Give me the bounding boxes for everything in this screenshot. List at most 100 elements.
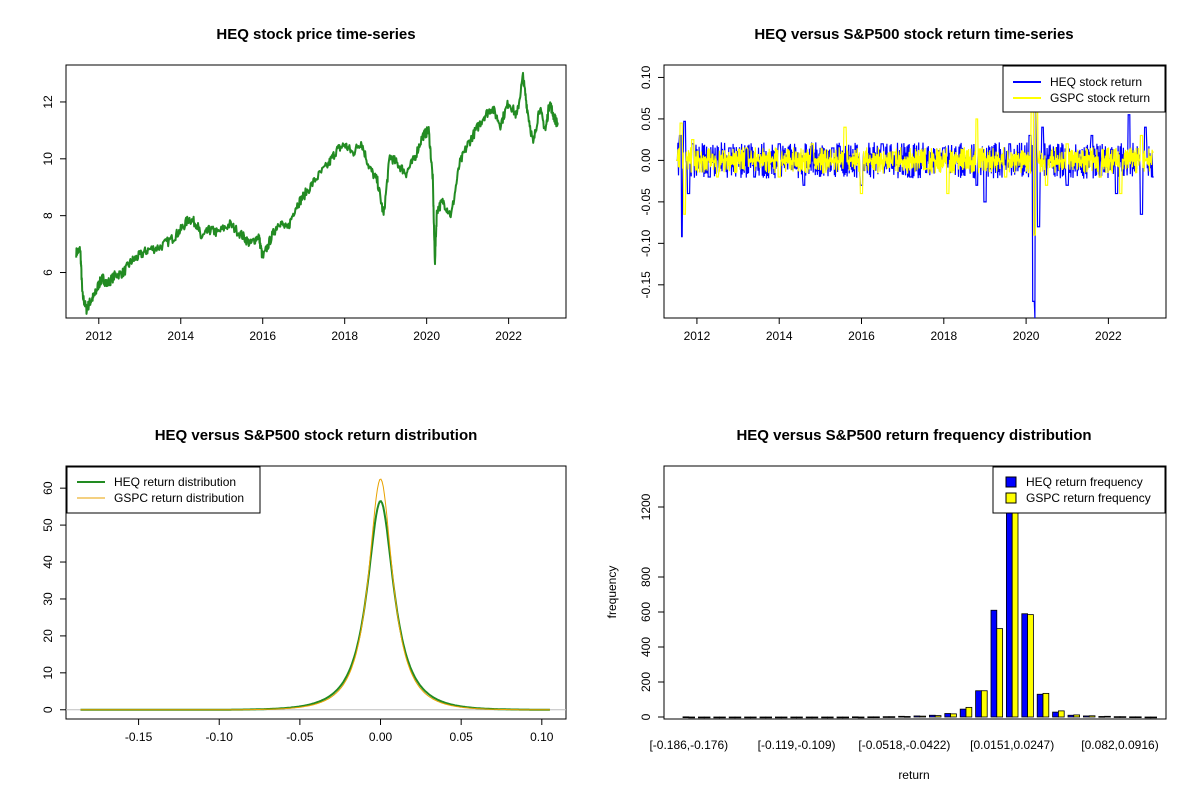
returns-y-axis: 0.10 0.05 0.00 -0.05 -0.10 -0.15 xyxy=(639,65,665,299)
frequency-bar-heq xyxy=(728,716,736,719)
frequency-bar-gspc xyxy=(796,716,803,719)
frequency-bar-heq xyxy=(913,715,921,718)
price-y-tick-label: 8 xyxy=(41,212,55,219)
price-chart-panel: HEQ stock price time-series 2012 2014 2016… xyxy=(41,26,567,343)
frequency-bar-heq xyxy=(698,716,705,719)
frequency-y-axis-title: frequency xyxy=(605,566,619,619)
price-x-tick-label: 2020 xyxy=(413,329,440,343)
price-chart-title: HEQ stock price time-series xyxy=(216,26,415,43)
returns-y-tick-label: -0.15 xyxy=(639,271,653,299)
returns-series-gspc xyxy=(676,85,1154,236)
frequency-bar-gspc xyxy=(1150,716,1158,719)
returns-series-group xyxy=(676,85,1154,319)
density-y-tick-label: 20 xyxy=(41,629,55,643)
frequency-bar-gspc xyxy=(904,716,911,718)
legend-label-gspc-return: GSPC stock return xyxy=(1050,91,1150,105)
frequency-x-tick-label: [0.0151,0.0247) xyxy=(970,738,1054,752)
frequency-bar-heq xyxy=(898,715,905,718)
frequency-bar-heq xyxy=(852,716,859,719)
density-series-gspc xyxy=(80,478,550,711)
frequency-bar-heq xyxy=(836,716,844,719)
frequency-y-axis: 0 200 400 600 800 1200 xyxy=(639,493,665,720)
frequency-bar-gspc xyxy=(996,628,1003,718)
frequency-bar-heq xyxy=(1113,716,1121,718)
frequency-bar-gspc xyxy=(765,716,772,719)
legend-swatch-gspc-freq xyxy=(1005,492,1017,504)
frequency-y-tick-label: 800 xyxy=(639,567,653,587)
frequency-bar-heq xyxy=(975,690,982,718)
frequency-bar-gspc xyxy=(811,716,819,719)
density-y-tick-label: 50 xyxy=(41,518,55,532)
frequency-bar-heq xyxy=(744,716,751,719)
frequency-bar-gspc xyxy=(1073,714,1081,718)
frequency-bars-group xyxy=(682,465,1158,719)
frequency-bar-heq xyxy=(1067,714,1075,718)
returns-x-tick-label: 2020 xyxy=(1013,329,1040,343)
density-y-axis: 0 10 20 30 40 50 60 xyxy=(41,481,67,713)
density-x-axis: -0.15 -0.10 -0.05 0.00 0.05 0.10 xyxy=(125,718,554,744)
frequency-bar-gspc xyxy=(888,716,896,718)
returns-series-heq xyxy=(676,110,1154,319)
price-x-tick-label: 2012 xyxy=(85,329,112,343)
density-x-tick-label: 0.00 xyxy=(369,730,393,744)
price-x-tick-label: 2018 xyxy=(331,329,358,343)
frequency-bar-heq xyxy=(929,714,936,718)
frequency-bar-heq xyxy=(821,716,828,719)
frequency-x-axis: [-0.186,-0.176) [-0.119,-0.109) [-0.0518,-… xyxy=(649,738,1158,752)
frequency-bar-gspc xyxy=(719,716,726,719)
returns-x-tick-label: 2018 xyxy=(930,329,957,343)
frequency-bar-gspc xyxy=(827,716,834,719)
frequency-bar-gspc xyxy=(703,716,711,719)
frequency-bar-heq xyxy=(990,609,998,718)
frequency-bar-gspc xyxy=(750,716,757,719)
frequency-bar-gspc xyxy=(688,716,695,719)
frequency-bar-gspc xyxy=(934,715,942,718)
frequency-bar-gspc xyxy=(780,716,788,719)
legend-label-gspc-dist: GSPC return distribution xyxy=(114,491,244,505)
frequency-bar-heq xyxy=(944,713,951,718)
density-y-tick-label: 0 xyxy=(41,706,55,713)
returns-y-tick-label: 0.05 xyxy=(639,107,653,131)
price-y-axis: 6 8 10 12 xyxy=(41,95,67,276)
frequency-y-tick-label: 600 xyxy=(639,602,653,622)
frequency-bar-gspc xyxy=(1042,692,1050,718)
frequency-bar-heq xyxy=(882,716,890,718)
density-chart-panel: HEQ versus S&P500 stock return distribut… xyxy=(41,427,567,744)
frequency-bar-heq xyxy=(959,708,967,718)
frequency-bar-gspc xyxy=(734,716,742,719)
returns-y-tick-label: -0.10 xyxy=(639,229,653,257)
density-x-tick-label: -0.10 xyxy=(206,730,234,744)
frequency-x-tick-label: [0.082,0.0916) xyxy=(1081,738,1158,752)
frequency-legend-box xyxy=(992,466,1166,514)
price-y-tick-label: 6 xyxy=(41,269,55,276)
price-plot-frame xyxy=(65,64,567,319)
frequency-bar-gspc xyxy=(1104,715,1111,718)
density-y-tick-label: 30 xyxy=(41,592,55,606)
density-legend-box xyxy=(66,466,261,514)
frequency-bar-heq xyxy=(759,716,767,719)
density-x-tick-label: -0.15 xyxy=(125,730,153,744)
frequency-x-tick-label: [-0.119,-0.109) xyxy=(758,738,836,752)
frequency-bar-heq xyxy=(1083,715,1090,718)
frequency-x-tick-label: [-0.0518,-0.0422) xyxy=(858,738,950,752)
frequency-y-tick-label: 0 xyxy=(639,713,653,720)
legend-label-heq-dist: HEQ return distribution xyxy=(114,475,236,489)
returns-x-tick-label: 2016 xyxy=(848,329,875,343)
price-x-tick-label: 2022 xyxy=(495,329,522,343)
legend-label-gspc-freq: GSPC return frequency xyxy=(1026,491,1151,505)
frequency-x-tick-label: [-0.186,-0.176) xyxy=(649,738,728,752)
price-x-tick-label: 2014 xyxy=(167,329,194,343)
frequency-bar-gspc xyxy=(842,716,849,719)
frequency-bar-heq xyxy=(1021,613,1028,718)
density-series-group xyxy=(80,478,550,711)
price-y-tick-label: 12 xyxy=(41,95,55,109)
density-chart-title: HEQ versus S&P500 stock return distribut… xyxy=(155,427,478,444)
frequency-bar-heq xyxy=(790,716,797,719)
frequency-bar-heq xyxy=(1129,716,1136,719)
density-series-heq xyxy=(80,500,550,711)
returns-y-tick-label: 0.10 xyxy=(639,65,653,89)
returns-x-tick-label: 2022 xyxy=(1095,329,1122,343)
frequency-bar-gspc xyxy=(857,716,865,719)
frequency-bar-gspc xyxy=(1088,715,1096,718)
frequency-x-axis-title: return xyxy=(898,768,929,782)
